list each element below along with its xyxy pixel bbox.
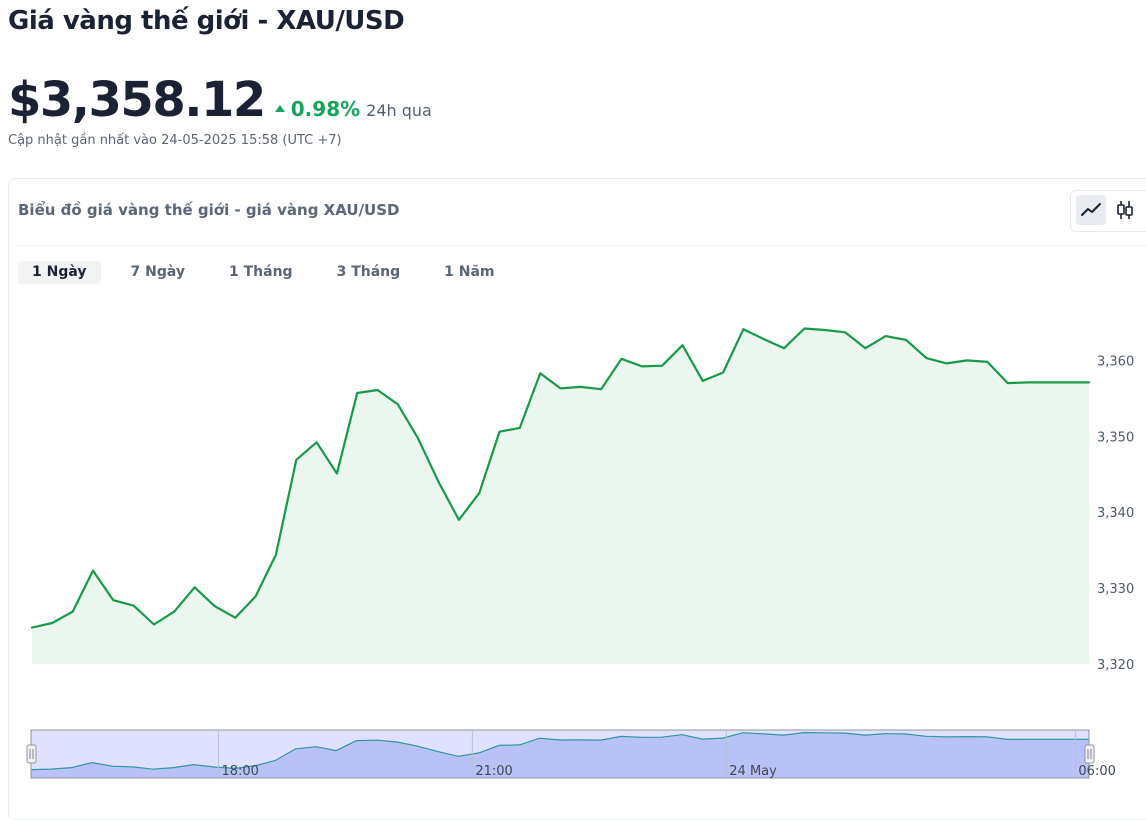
last-updated: Cập nhật gần nhất vào 24-05-2025 15:58 (… [8,133,342,148]
page-title: Giá vàng thế giới - XAU/USD [8,6,405,36]
tab-1-day[interactable]: 1 Ngày [18,261,101,284]
line-chart-icon [1081,203,1101,216]
price-line [30,327,1091,629]
navigator-time-label: 21:00 [475,764,512,779]
navigator-left-handle[interactable] [26,744,37,764]
y-tick-label: 3,330 [1097,582,1134,597]
time-navigator[interactable]: 18:00 21:00 24 May 06:00 [26,729,1116,779]
price-area-fill [32,328,1089,664]
change-percent: 0.98% [290,97,361,121]
change-period: 24h qua [366,101,432,120]
line-view-button[interactable] [1076,195,1106,225]
y-tick-label: 3,340 [1097,506,1134,521]
range-tabs: 1 Ngày 7 Ngày 1 Tháng 3 Tháng 1 Năm [18,261,525,284]
card-divider [16,245,1146,246]
price-summary: $3,358.12 0.98% 24h qua [8,72,432,128]
current-price: $3,358.12 [8,72,266,128]
navigator-line [30,731,1089,771]
candlestick-view-button[interactable] [1110,195,1140,225]
tab-1-year[interactable]: 1 Năm [444,264,495,280]
y-tick-label: 3,320 [1097,658,1134,673]
navigator-right-handle[interactable] [1084,744,1095,764]
handle-body [26,744,37,764]
tab-1-month[interactable]: 1 Tháng [229,264,293,280]
main-plot [30,327,1091,664]
price-change: 0.98% 24h qua [274,97,432,121]
navigator-time-label: 24 May [729,764,777,779]
y-axis: 3,320 3,330 3,340 3,350 3,360 [1097,354,1134,673]
tab-7-days[interactable]: 7 Ngày [130,264,186,280]
y-tick-label: 3,350 [1097,430,1134,445]
chart-card-title: Biểu đồ giá vàng thế giới - giá vàng XAU… [18,201,400,219]
y-tick-label: 3,360 [1097,354,1134,369]
triangle-up-icon [274,105,285,112]
price-chart: 3,320 3,330 3,340 3,350 3,360 18:00 21:00 24 M… [26,327,1134,779]
candlestick-icon [1117,201,1133,219]
tab-3-months[interactable]: 3 Tháng [336,264,401,280]
navigator-time-label: 18:00 [221,764,258,779]
navigator-time-label: 06:00 [1078,764,1115,779]
navigator-area [31,732,1089,778]
navigator-selection [30,729,1090,779]
handle-body [1084,744,1095,764]
